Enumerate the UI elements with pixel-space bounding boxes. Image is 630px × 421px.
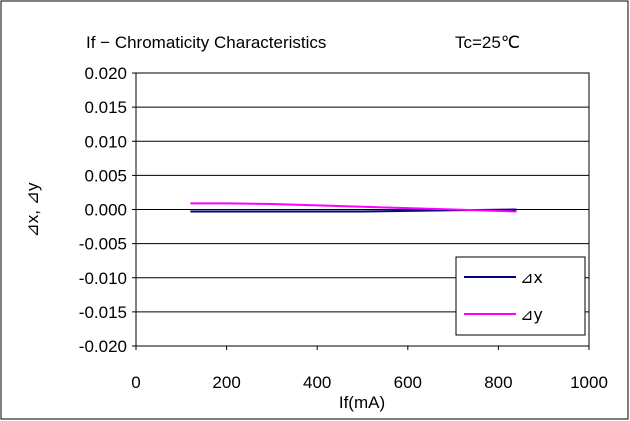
- series-line-dx: [190, 208, 517, 213]
- y-tick-label: 0.020: [84, 64, 127, 83]
- x-tick-label: 0: [131, 373, 140, 392]
- x-axis-title: If(mA): [339, 393, 385, 412]
- axes: [132, 72, 590, 350]
- legend-box: [455, 256, 586, 336]
- y-tick-label: 0.000: [84, 201, 127, 220]
- y-tick-label: -0.005: [79, 235, 127, 254]
- y-tick-label: 0.005: [84, 166, 127, 185]
- chart-title: If − Chromaticity Characteristics: [86, 33, 326, 52]
- y-tick-label: 0.015: [84, 98, 127, 117]
- y-tick-label: -0.020: [79, 337, 127, 356]
- legend: ⊿x ⊿y: [455, 256, 586, 336]
- y-tick-label: -0.010: [79, 269, 127, 288]
- x-tick-labels: 0 200 400 600 800 1000: [131, 373, 608, 392]
- x-tick-label: 1000: [570, 373, 608, 392]
- series-line-dy: [190, 202, 517, 213]
- legend-label-dy: ⊿y: [520, 305, 543, 324]
- x-tick-label: 200: [212, 373, 240, 392]
- x-tick-label: 600: [394, 373, 422, 392]
- y-tick-label: 0.010: [84, 132, 127, 151]
- y-tick-labels: 0.020 0.015 0.010 0.005 0.000 -0.005 -0.010 -0.…: [79, 64, 127, 356]
- plot-area-border: [135, 72, 590, 347]
- y-tick-label: -0.015: [79, 303, 127, 322]
- y-axis-title: ⊿x, ⊿y: [23, 182, 42, 237]
- x-tick-label: 400: [303, 373, 331, 392]
- series-lines: [190, 202, 517, 213]
- x-tick-label: 800: [484, 373, 512, 392]
- chart-subtitle: Tc=25℃: [455, 33, 520, 52]
- legend-label-dx: ⊿x: [520, 268, 543, 287]
